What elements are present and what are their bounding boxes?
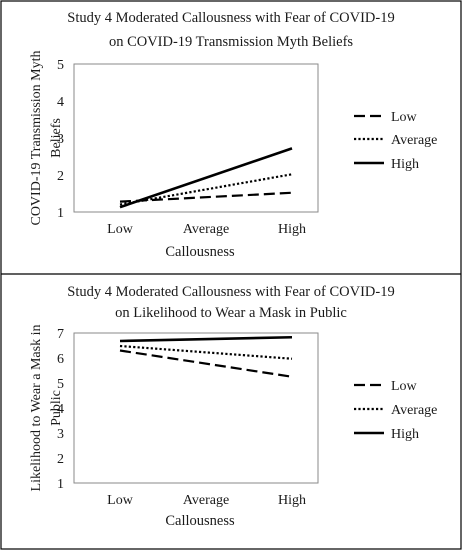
- y-tick-label: 2: [57, 169, 64, 184]
- y-tick-label: 4: [57, 402, 64, 417]
- y-axis-label-line: Public: [49, 390, 64, 426]
- x-axis-label: Callousness: [165, 513, 235, 529]
- x-tick-label: Low: [107, 493, 134, 508]
- chart-transmission-myth: Study 4 Moderated Callousness with Fear …: [29, 10, 437, 260]
- chart-title-line: Study 4 Moderated Callousness with Fear …: [67, 284, 394, 300]
- y-tick-label: 1: [57, 477, 64, 492]
- x-tick-label: High: [278, 222, 306, 237]
- plot-area-frame: [73, 332, 319, 484]
- y-axis-label-line: Likelihood to Wear a Mask in: [29, 325, 44, 492]
- series-line-low: [119, 349, 293, 378]
- series-line-average: [119, 173, 293, 206]
- chart-title-line: on Likelihood to Wear a Mask in Public: [115, 305, 347, 321]
- legend-label-average: Average: [391, 403, 437, 418]
- chart-mask-likelihood: Study 4 Moderated Callousness with Fear …: [29, 284, 437, 529]
- chart-title-line: Study 4 Moderated Callousness with Fear …: [67, 10, 394, 26]
- x-tick-label: Average: [183, 493, 229, 508]
- y-tick-label: 3: [57, 132, 64, 147]
- series-line-high: [119, 147, 293, 209]
- y-tick-label: 1: [57, 206, 64, 221]
- y-tick-label: 4: [57, 95, 64, 110]
- legend-label-average: Average: [391, 133, 437, 148]
- legend-label-low: Low: [391, 379, 418, 394]
- y-tick-label: 7: [57, 327, 64, 342]
- x-tick-label: Low: [107, 222, 134, 237]
- legend-label-low: Low: [391, 110, 418, 125]
- y-tick-label: 5: [57, 377, 64, 392]
- chart-title-line: on COVID-19 Transmission Myth Beliefs: [109, 34, 353, 50]
- plot-area-frame: [73, 63, 319, 213]
- legend: Low Average High: [354, 379, 437, 442]
- y-tick-label: 3: [57, 427, 64, 442]
- series-line-high: [119, 335, 293, 343]
- y-axis-label-line: Beliefs: [49, 118, 64, 158]
- legend: Low Average High: [354, 110, 437, 172]
- legend-label-high: High: [391, 157, 419, 172]
- y-tick-label: 6: [57, 352, 64, 367]
- y-tick-label: 2: [57, 452, 64, 467]
- y-tick-label: 5: [57, 58, 64, 73]
- x-tick-label: Average: [183, 222, 229, 237]
- x-axis-label: Callousness: [165, 244, 235, 260]
- y-axis-label-line: COVID-19 Transmission Myth: [29, 50, 44, 225]
- legend-label-high: High: [391, 427, 419, 442]
- series-line-low: [119, 191, 293, 203]
- x-tick-label: High: [278, 493, 306, 508]
